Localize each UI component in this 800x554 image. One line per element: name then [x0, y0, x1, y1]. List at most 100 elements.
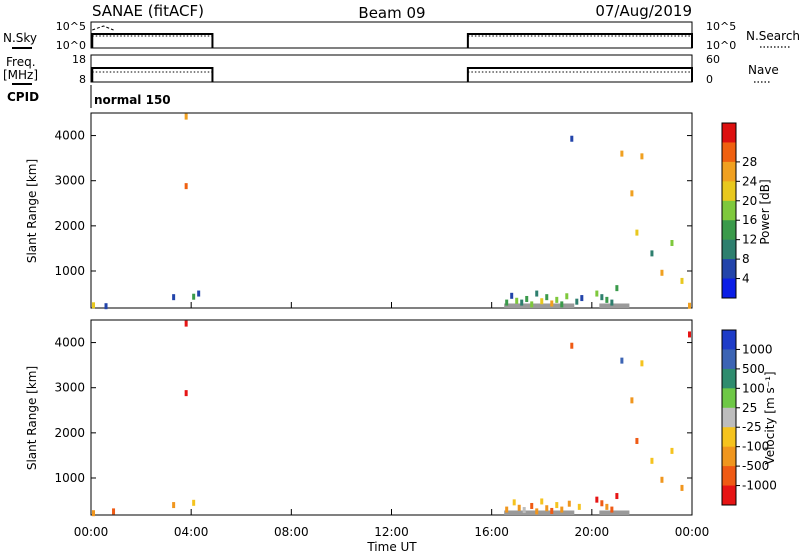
noise-right-tick-low: 10^0 [706, 39, 736, 52]
freq-unit-label: [MHz] [3, 68, 38, 82]
colorbar-segment [722, 485, 736, 506]
colorbar-segment [722, 368, 736, 389]
scatter-cell [184, 320, 188, 327]
noise-traces [91, 25, 693, 48]
noise-right-tick-high: 10^5 [706, 20, 736, 33]
ground-scatter-band [504, 303, 575, 308]
colorbar-tick-label: -1000 [742, 479, 777, 493]
scatter-cell [512, 499, 516, 506]
nsearch-label: N.Search [746, 29, 800, 43]
noise-sky-trace [91, 33, 214, 48]
colorbar-tick-label: 1000 [742, 342, 773, 356]
colorbar-frame [721, 122, 737, 299]
nave-label: Nave [748, 63, 779, 77]
scatter-cell [192, 499, 196, 506]
colorbar-segment [722, 181, 736, 202]
colorbar-tick-label: 28 [742, 155, 757, 169]
scatter-cell [565, 293, 569, 300]
noise-panel: 10^5 10^0 10^5 10^0 N.Sky N.Search [3, 20, 800, 52]
scatter-cell [172, 294, 176, 301]
scatter-cell [184, 113, 188, 120]
scatter-cell [184, 390, 188, 397]
scatter-cell [680, 277, 684, 284]
scatter-cell [545, 294, 549, 301]
colorbar-tick-label: 12 [742, 233, 757, 247]
scatter-cell [517, 504, 521, 511]
scatter-cell [545, 505, 549, 512]
time-x-ticks: 00:00 04:00 08:00 12:00 16:00 20:00 00:00 [74, 302, 709, 539]
power-y-ticks: 1000 2000 3000 4000 [54, 129, 692, 278]
scatter-cell [615, 285, 619, 292]
scatter-cell [605, 503, 609, 510]
colorbar-segment [722, 330, 736, 350]
scatter-cell [650, 250, 654, 257]
power-colorbar-label: Power [dB] [758, 179, 772, 244]
velocity-panel: 1000 2000 3000 4000 Slant Range [km] 1000 50… [25, 302, 777, 554]
power-scatter-cells [92, 113, 691, 310]
colorbar-segment [722, 161, 736, 182]
frequency-panel: 18 8 60 0 Freq. [MHz] Nave [3, 53, 779, 86]
scatter-cell [535, 290, 539, 297]
colorbar-tick-label: 25 [742, 401, 757, 415]
colorbar-segment [722, 466, 736, 487]
scatter-cell [670, 447, 674, 454]
velocity-colorbar-label: Velocity [m s⁻¹] [763, 371, 777, 464]
scatter-cell [560, 506, 564, 513]
scatter-cell [520, 299, 524, 306]
colorbar-segment [722, 239, 736, 260]
colorbar-tick-label: 20 [742, 194, 757, 208]
y-tick-label: 4000 [54, 336, 85, 350]
scatter-cell [530, 301, 534, 308]
scatter-cell [510, 292, 514, 299]
colorbar-tick-label: -100 [742, 440, 769, 454]
scatter-cell [650, 457, 654, 464]
colorbar-segment [722, 278, 736, 299]
x-tick-label: 00:00 [74, 525, 109, 539]
scatter-cell [640, 153, 644, 160]
nsky-label: N.Sky [3, 31, 37, 45]
colorbar-tick-label: 4 [742, 272, 750, 286]
scatter-cell [567, 500, 571, 507]
freq-traces [91, 67, 693, 82]
scatter-cell [112, 508, 116, 515]
radar-title: SANAE (fitACF) [92, 2, 204, 20]
scatter-cell [660, 269, 664, 276]
colorbar-segment [722, 123, 736, 143]
scatter-cell [615, 493, 619, 500]
colorbar-segment [722, 407, 736, 428]
time-axis-label: Time UT [366, 540, 417, 554]
scatter-cell [660, 476, 664, 483]
scatter-cell [635, 437, 639, 444]
power-panel: 1000 2000 3000 4000 Slant Range [km] 4 8 12 16… [25, 112, 772, 310]
x-tick-label: 08:00 [274, 525, 309, 539]
scatter-cell [635, 229, 639, 236]
noise-left-tick-low: 10^0 [56, 39, 86, 52]
scatter-cell [595, 496, 599, 503]
scatter-cell [605, 296, 609, 303]
colorbar-segment [722, 220, 736, 241]
scatter-cell [575, 298, 579, 305]
scatter-cell [92, 510, 96, 517]
scatter-cell [560, 301, 564, 308]
scatter-cell [595, 290, 599, 297]
x-tick-label: 04:00 [174, 525, 209, 539]
y-tick-label: 3000 [54, 381, 85, 395]
scatter-cell [580, 295, 584, 302]
scatter-cell [640, 360, 644, 367]
scatter-cell [197, 290, 201, 297]
colorbar-tick-label: 100 [742, 381, 765, 395]
x-tick-label: 12:00 [374, 525, 409, 539]
velocity-colorbar: 1000 500 100 25 -25 -100 -500 -1000 [721, 329, 777, 506]
colorbar-tick-label: -25 [742, 420, 762, 434]
cpid-label: CPID [7, 90, 39, 104]
scatter-cell [680, 484, 684, 491]
scatter-cell [540, 498, 544, 505]
velocity-y-axis-label: Slant Range [km] [25, 366, 39, 470]
y-tick-label: 1000 [54, 264, 85, 278]
colorbar-segment [722, 349, 736, 370]
scatter-cell [530, 502, 534, 509]
scatter-cell [610, 506, 614, 513]
cpid-value: normal 150 [94, 93, 171, 107]
freq-tick-low: 8 [79, 73, 86, 86]
